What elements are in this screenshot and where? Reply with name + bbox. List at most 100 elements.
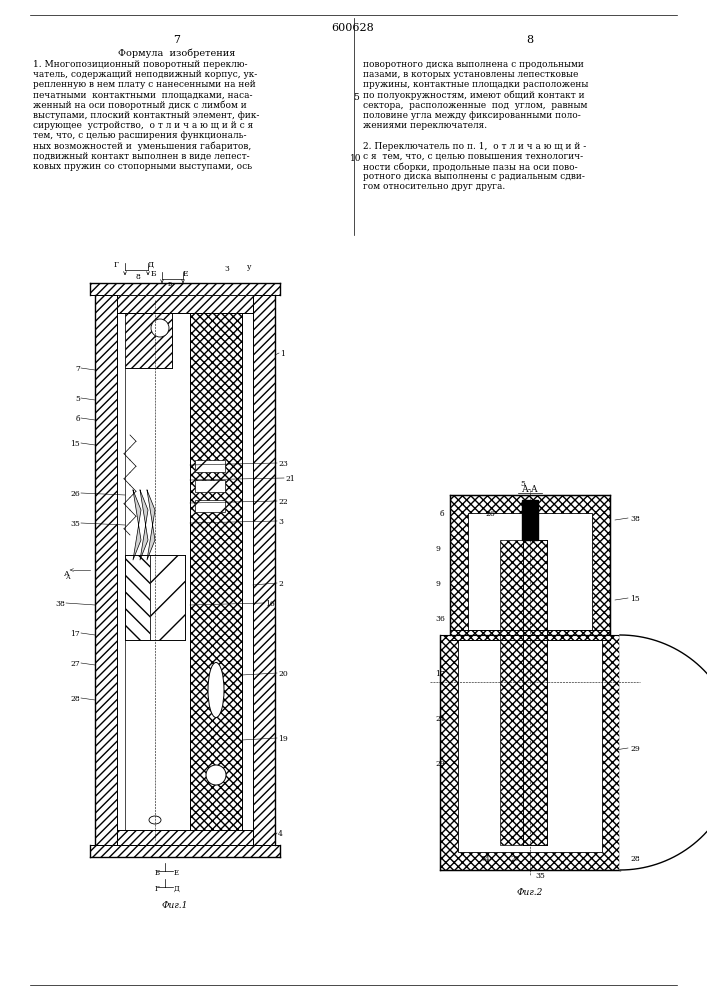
- Text: 4: 4: [278, 830, 283, 838]
- Polygon shape: [140, 490, 148, 560]
- Text: 28: 28: [70, 695, 80, 703]
- Bar: [195, 480, 225, 492]
- Text: 600628: 600628: [332, 23, 375, 33]
- Text: ковых пружин со стопорными выступами, ось: ковых пружин со стопорными выступами, ос…: [33, 162, 252, 171]
- Text: 5: 5: [75, 395, 80, 403]
- Bar: [440, 635, 620, 870]
- Text: б: б: [76, 415, 80, 423]
- Bar: [90, 283, 280, 295]
- Text: б: б: [440, 510, 445, 518]
- Text: 36: 36: [435, 615, 445, 623]
- Text: 29: 29: [435, 760, 445, 768]
- Text: 10: 10: [350, 154, 362, 163]
- Text: в: в: [168, 280, 172, 288]
- Text: ротного диска выполнены с радиальным сдви-: ротного диска выполнены с радиальным сдв…: [363, 172, 585, 181]
- Text: 21: 21: [285, 475, 295, 483]
- Text: поворотного диска выполнена с продольными: поворотного диска выполнена с продольным…: [363, 60, 584, 69]
- Text: 9: 9: [435, 545, 440, 553]
- Text: А-А: А-А: [522, 485, 538, 494]
- Text: 17: 17: [435, 670, 445, 678]
- Text: гом относительно друг друга.: гом относительно друг друга.: [363, 182, 506, 191]
- Text: Фиг.1: Фиг.1: [162, 901, 188, 910]
- Text: Б: Б: [151, 270, 157, 278]
- Text: 16: 16: [265, 600, 275, 608]
- Ellipse shape: [208, 662, 224, 718]
- Text: сирующее  устройство,  о т л и ч а ю щ и й с я: сирующее устройство, о т л и ч а ю щ и й…: [33, 121, 253, 130]
- Text: Д: Д: [148, 261, 154, 269]
- Text: 20: 20: [278, 670, 288, 678]
- Text: 7: 7: [75, 365, 80, 373]
- Text: 8: 8: [136, 273, 141, 281]
- Text: 29: 29: [630, 745, 640, 753]
- Text: 26: 26: [485, 510, 495, 518]
- Text: ных возможностей и  уменьшения габаритов,: ных возможностей и уменьшения габаритов,: [33, 142, 251, 151]
- Text: Е: Е: [183, 270, 189, 278]
- Text: 22: 22: [278, 498, 288, 506]
- Bar: [468, 513, 592, 630]
- Text: 2: 2: [278, 580, 283, 588]
- Text: Е: Е: [174, 869, 179, 877]
- Bar: [125, 555, 150, 640]
- Bar: [195, 460, 225, 472]
- Text: 74: 74: [480, 855, 490, 863]
- Text: подвижный контакт выполнен в виде лепест-: подвижный контакт выполнен в виде лепест…: [33, 152, 250, 161]
- Text: печатными  контактными  площадками, наса-: печатными контактными площадками, наса-: [33, 91, 252, 100]
- Circle shape: [151, 319, 169, 337]
- Text: 1: 1: [280, 350, 285, 358]
- Text: жениями переключателя.: жениями переключателя.: [363, 121, 487, 130]
- Text: ности сборки, продольные пазы на оси пово-: ности сборки, продольные пазы на оси пов…: [363, 162, 578, 172]
- Bar: [195, 500, 225, 512]
- Bar: [125, 313, 172, 368]
- Text: 1. Многопозиционный поворотный переклю-: 1. Многопозиционный поворотный переклю-: [33, 60, 247, 69]
- Bar: [190, 313, 242, 830]
- Text: Г: Г: [114, 261, 119, 269]
- Bar: [117, 830, 253, 845]
- Text: 8: 8: [527, 35, 534, 45]
- Text: 3: 3: [278, 518, 283, 526]
- Bar: [150, 555, 185, 640]
- Text: женный на оси поворотный диск с лимбом и: женный на оси поворотный диск с лимбом и: [33, 101, 247, 110]
- Text: 26: 26: [70, 490, 80, 498]
- Polygon shape: [522, 500, 538, 540]
- Text: 35: 35: [535, 872, 545, 880]
- Text: А: А: [66, 575, 71, 580]
- Text: 35: 35: [70, 520, 80, 528]
- Text: 15: 15: [630, 595, 640, 603]
- Text: 27: 27: [510, 855, 520, 863]
- Bar: [95, 295, 117, 845]
- Text: тем, что, с целью расширения функциональ-: тем, что, с целью расширения функциональ…: [33, 131, 247, 140]
- Text: с я  тем, что, с целью повышения технологич-: с я тем, что, с целью повышения технолог…: [363, 152, 583, 161]
- Text: 15: 15: [70, 440, 80, 448]
- Text: Фиг.2: Фиг.2: [517, 888, 543, 897]
- Text: у: у: [247, 263, 252, 271]
- Text: А: А: [64, 570, 70, 578]
- Text: половине угла между фиксированными поло-: половине угла между фиксированными поло-: [363, 111, 580, 120]
- Text: 17: 17: [70, 630, 80, 638]
- Polygon shape: [133, 490, 141, 560]
- Text: чатель, содержащий неподвижный корпус, ук-: чатель, содержащий неподвижный корпус, у…: [33, 70, 257, 79]
- Text: 19: 19: [278, 735, 288, 743]
- Text: Г: Г: [155, 885, 160, 893]
- Text: 24: 24: [435, 715, 445, 723]
- Text: З: З: [225, 265, 230, 273]
- Text: 9: 9: [435, 580, 440, 588]
- Text: 27: 27: [70, 660, 80, 668]
- Bar: [500, 540, 523, 845]
- Text: пазами, в которых установлены лепестковые: пазами, в которых установлены лепестковы…: [363, 70, 578, 79]
- Text: 7: 7: [173, 35, 180, 45]
- Polygon shape: [147, 490, 155, 560]
- Text: 5: 5: [353, 93, 359, 102]
- Text: пружины, контактные площадки расположены: пружины, контактные площадки расположены: [363, 80, 588, 89]
- Text: сектора,  расположенные  под  углом,  равным: сектора, расположенные под углом, равным: [363, 101, 588, 110]
- Bar: [90, 845, 280, 857]
- Text: Б: Б: [155, 869, 160, 877]
- Bar: [458, 640, 602, 852]
- Bar: [117, 295, 253, 313]
- Text: 38: 38: [630, 515, 640, 523]
- Text: 5: 5: [520, 480, 525, 488]
- Ellipse shape: [206, 765, 226, 785]
- Text: 23: 23: [278, 460, 288, 468]
- Bar: [253, 295, 275, 845]
- Text: 28: 28: [630, 855, 640, 863]
- Bar: [523, 540, 547, 845]
